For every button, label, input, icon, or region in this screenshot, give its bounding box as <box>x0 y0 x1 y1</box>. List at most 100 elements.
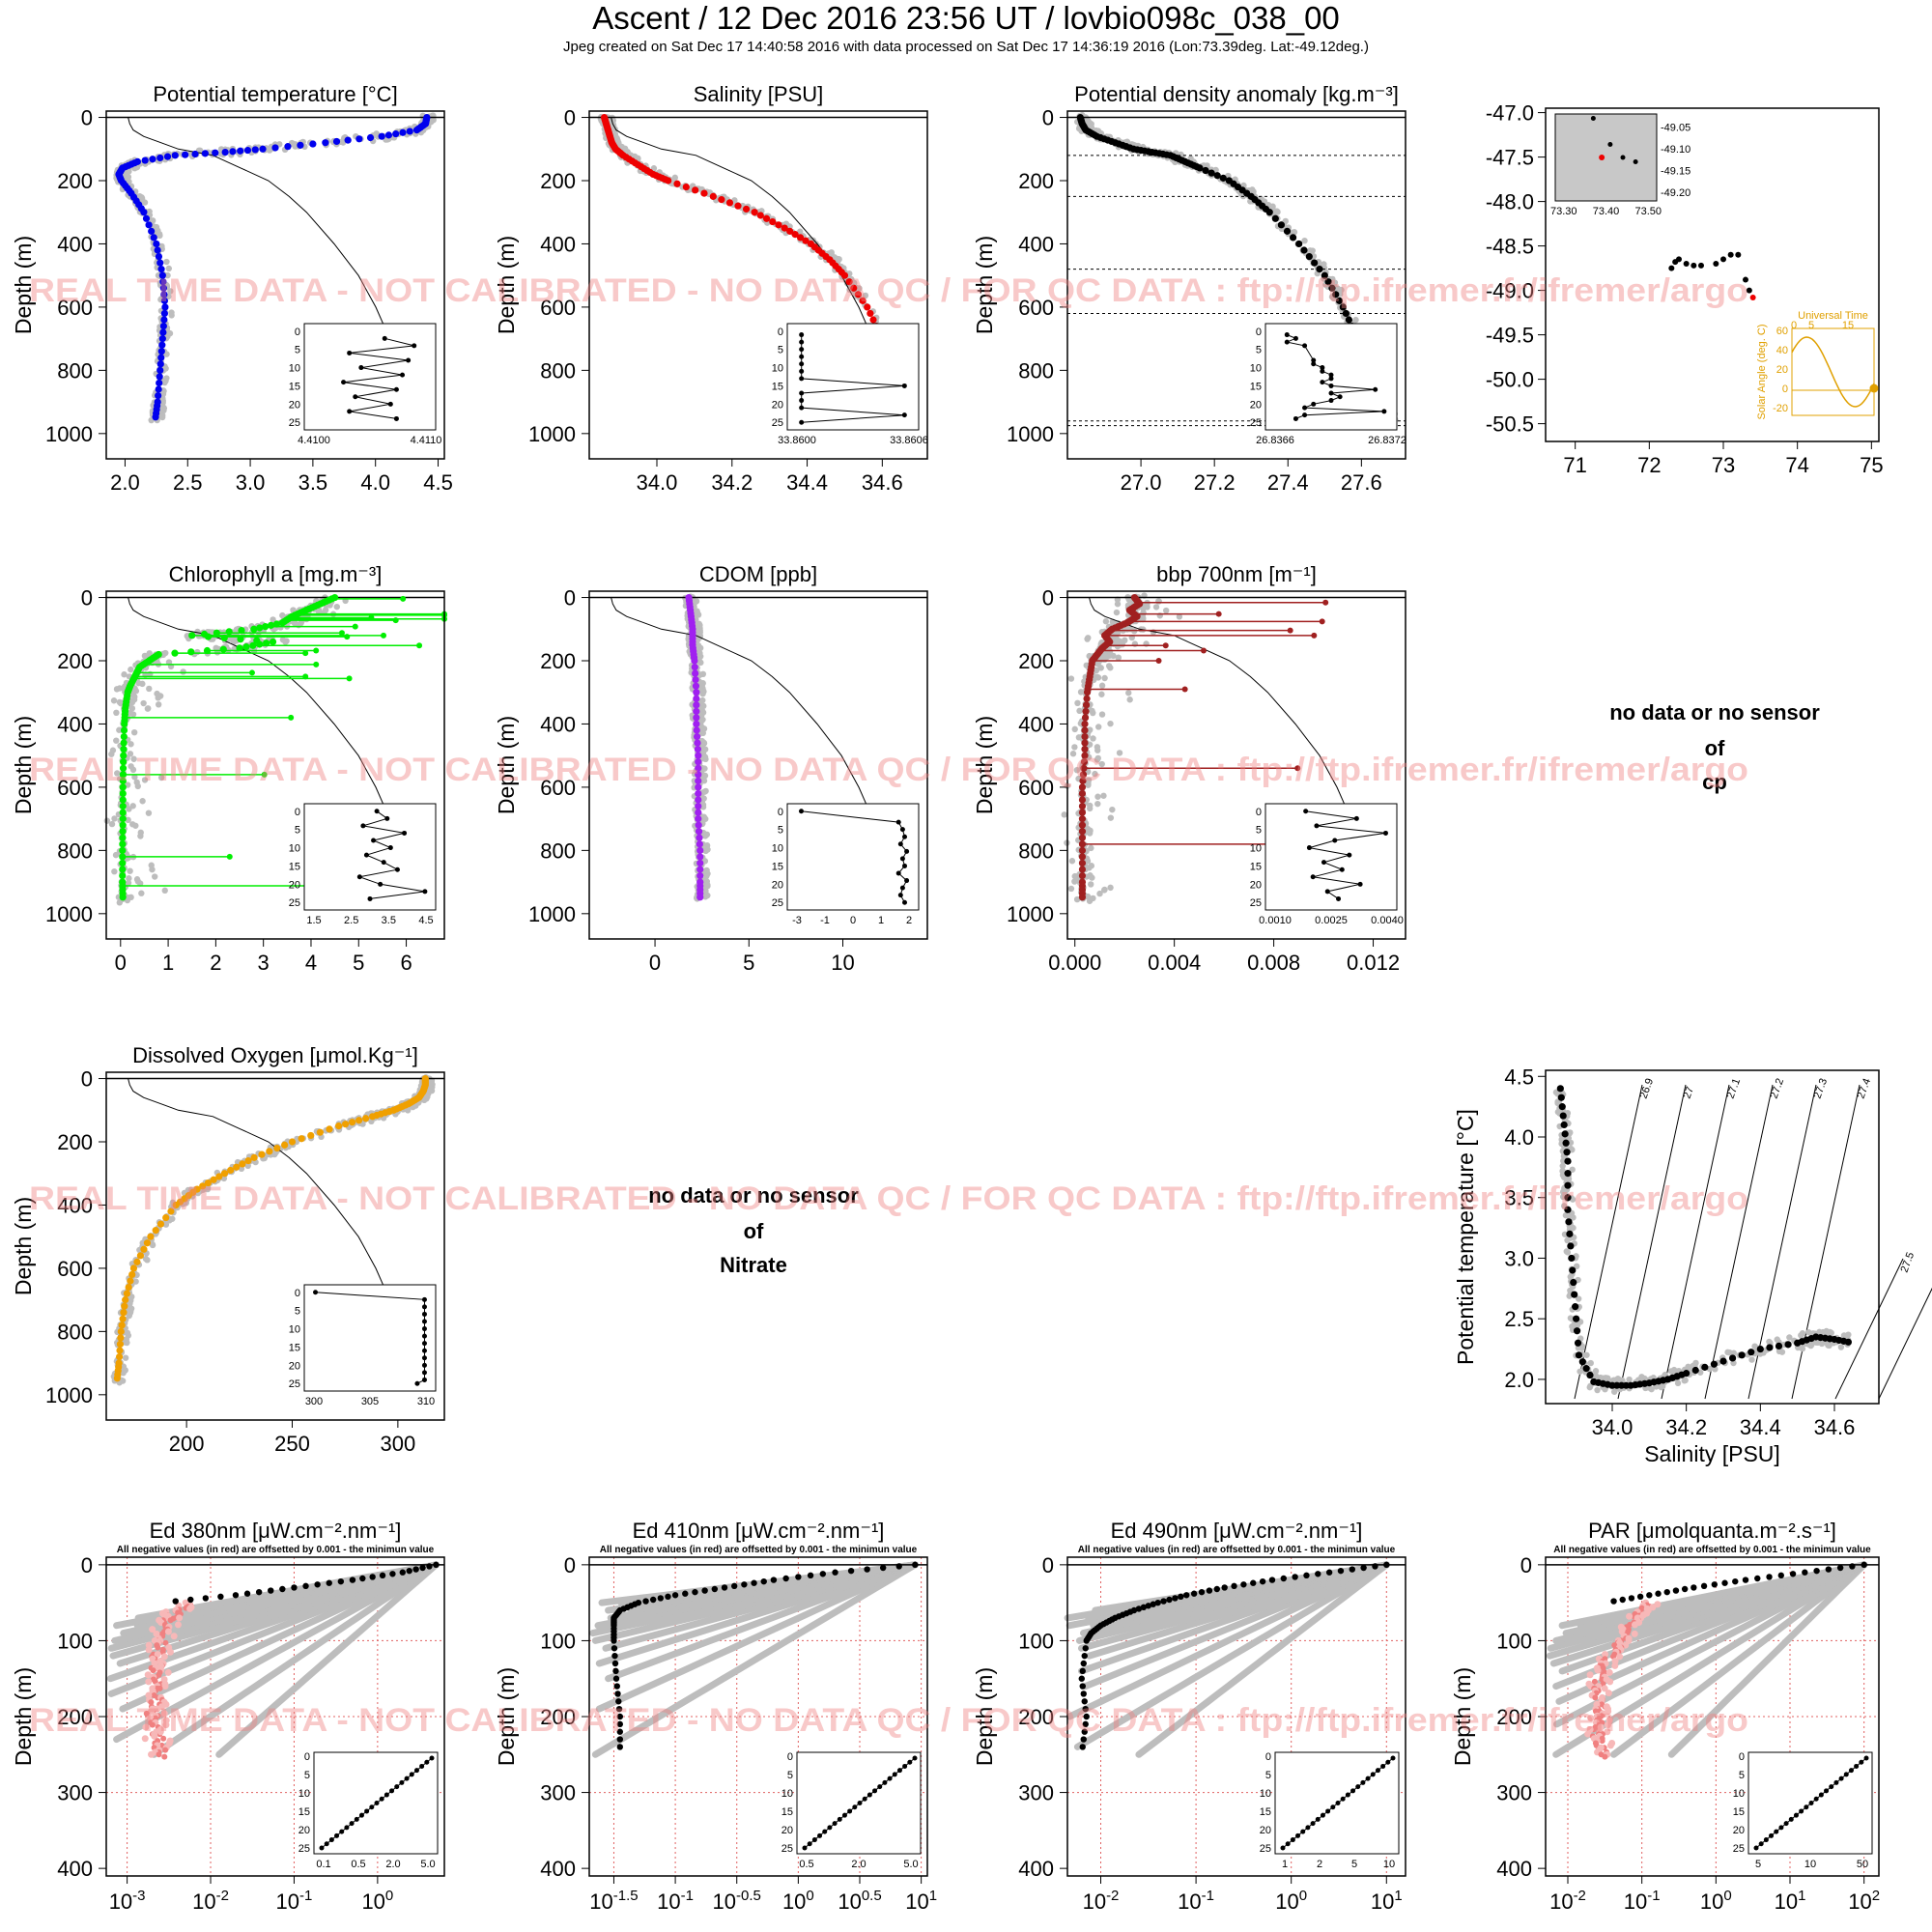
y-axis-label: Depth (m) <box>11 716 36 814</box>
inset-y-tick: 5 <box>295 1306 300 1318</box>
inset-y-tick: 20 <box>1250 399 1262 411</box>
profile-point <box>118 1321 126 1329</box>
negative-offset-point <box>164 1668 172 1676</box>
inset-y-tick: 0 <box>787 1751 793 1763</box>
historical-point <box>128 666 134 673</box>
profile-point <box>1335 297 1344 304</box>
spike-point <box>1294 765 1301 772</box>
y-tick-label: 100 <box>540 1629 576 1653</box>
historical-point <box>1100 792 1107 799</box>
inset-y-tick: 20 <box>781 1825 793 1836</box>
profile-point <box>1198 1588 1206 1596</box>
panel-note: All negative values (in red) are offsett… <box>600 1545 918 1555</box>
x-tick-label: 27.0 <box>1121 470 1162 495</box>
panel-temp: Potential temperature [°C]2.0 2.5 3.0 3.5 4.… <box>11 82 453 495</box>
profile-point <box>1268 1577 1276 1583</box>
x-tick-label: 27.6 <box>1341 470 1382 495</box>
y-tick-label: 1000 <box>1007 422 1054 446</box>
historical-point <box>1095 724 1102 730</box>
inset-point <box>421 1311 427 1317</box>
ts-point <box>1784 1341 1792 1349</box>
profile-point <box>419 1564 426 1572</box>
inset-point <box>421 1296 427 1302</box>
inset-point <box>902 863 908 868</box>
sun-x-tick: 5 <box>1808 320 1814 331</box>
profile-point <box>243 1590 251 1597</box>
negative-offset-point <box>174 1621 182 1629</box>
historical-point <box>1107 884 1114 892</box>
inset-point <box>799 405 805 411</box>
profile-point <box>116 1340 125 1349</box>
profile-point <box>614 1690 621 1697</box>
historical-point <box>180 668 186 675</box>
x-tick-label: 27.2 <box>1194 470 1236 495</box>
historical-point <box>1071 872 1078 880</box>
profile-point <box>258 1151 266 1158</box>
profile-point <box>709 192 717 200</box>
x-tick-label: 10-0.5 <box>713 1888 761 1914</box>
negative-offset-point <box>150 1667 156 1674</box>
historical-ts-point <box>1571 1321 1577 1328</box>
negative-offset-point <box>155 1644 161 1651</box>
historical-point <box>1093 667 1100 674</box>
historical-point <box>146 685 153 693</box>
track-point <box>1676 256 1682 263</box>
profile-point <box>695 815 702 823</box>
historical-point <box>113 709 120 717</box>
profile-point <box>389 1571 396 1577</box>
panel-map: 71 72 73 74 75-47.0-47.5-48.0-48.5-49.0-49.5… <box>1486 101 1884 477</box>
y-tick-label: 400 <box>57 712 93 736</box>
profile-point <box>751 209 758 216</box>
y-tick-label: 0 <box>1042 586 1054 611</box>
historical-point <box>1094 744 1101 751</box>
profile-point <box>284 143 292 151</box>
spike-point <box>352 623 358 630</box>
profile-point <box>1078 894 1087 901</box>
x-tick-label: 34.6 <box>862 470 903 495</box>
historical-ts-point <box>1825 1342 1832 1349</box>
profile-point <box>113 1375 121 1382</box>
profile-point <box>122 1296 129 1304</box>
profile-point <box>272 620 281 628</box>
profile-point <box>119 783 127 791</box>
historical-point <box>110 697 118 704</box>
profile-point <box>695 777 702 784</box>
x-tick-label: 10 <box>831 951 854 975</box>
historical-point <box>1086 830 1094 837</box>
historical-point <box>699 691 706 697</box>
sun-inset-title: Universal Time <box>1798 310 1868 322</box>
profile-point <box>155 391 162 400</box>
ts-point <box>1738 1351 1746 1359</box>
negative-offset-point <box>164 1628 172 1635</box>
inset-point <box>1321 860 1326 866</box>
y-tick-label: 600 <box>57 296 93 320</box>
profile-point <box>187 648 195 656</box>
inset-point <box>1347 852 1352 858</box>
inset-point <box>363 852 369 858</box>
profile-point <box>695 752 702 759</box>
spike-point <box>381 632 387 639</box>
y-axis-label: Depth (m) <box>11 1197 36 1295</box>
profile-point <box>250 625 258 633</box>
historical-point <box>1101 674 1108 682</box>
inset-point <box>421 1355 427 1361</box>
inset-x-tick: 4.5 <box>418 915 433 926</box>
x-tick-label: 3.5 <box>298 470 328 495</box>
inset-frame <box>1264 803 1398 911</box>
inset-y-tick: 15 <box>772 381 783 392</box>
historical-point <box>698 681 706 689</box>
x-tick-label: 34.6 <box>1814 1415 1856 1439</box>
profile-point <box>1259 1577 1266 1585</box>
historical-point <box>693 598 700 605</box>
profile-point <box>232 1592 240 1599</box>
inset-x-tick: 73.50 <box>1634 206 1662 217</box>
profile-point <box>302 1582 309 1590</box>
y-tick-label: 200 <box>1018 169 1054 193</box>
inset-x-tick: 3.5 <box>382 915 396 926</box>
historical-point <box>1067 885 1075 893</box>
profile-point <box>298 1135 305 1143</box>
inset-point <box>1328 383 1334 388</box>
ts-point <box>1557 1094 1565 1101</box>
inset-point <box>421 1362 427 1368</box>
historical-ts-point <box>1659 1382 1665 1390</box>
